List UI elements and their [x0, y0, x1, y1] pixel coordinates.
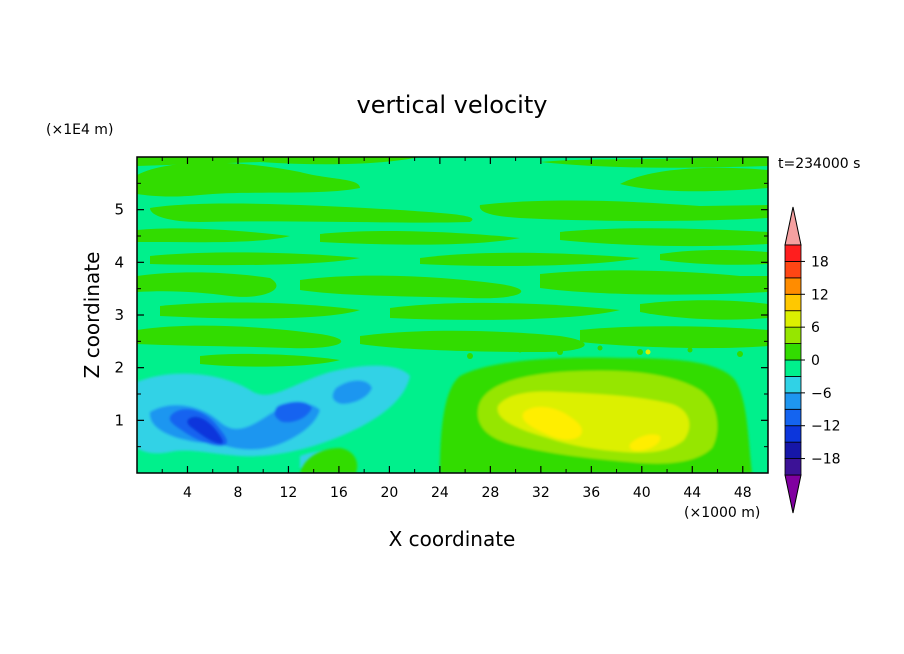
x-tick-label: 24	[431, 485, 449, 501]
colorbar-bin	[784, 244, 802, 262]
streak	[150, 203, 473, 223]
x-axis: 4 8 12 16 20 24 28 32 36 40 44 48	[161, 157, 752, 501]
x-tick-label: 20	[380, 485, 398, 501]
negative-velocity-region	[137, 365, 410, 470]
streak	[660, 250, 768, 265]
streak	[300, 275, 522, 299]
colorbar: 18 12 6 0 −6 −12 −18	[784, 206, 841, 514]
streak	[390, 302, 620, 320]
x-axis-title: X coordinate	[389, 527, 516, 551]
colorbar-tick-label: 6	[811, 320, 820, 336]
colorbar-tick-label: 18	[811, 254, 829, 270]
colorbar-bin	[784, 392, 802, 410]
streak	[137, 162, 360, 197]
y-axis: 1 2 3 4 5	[114, 182, 768, 448]
contour-plus9	[522, 406, 583, 440]
y-tick-label: 2	[114, 359, 124, 377]
streak	[320, 231, 520, 245]
x-tick-label: 4	[183, 485, 192, 501]
colorbar-bin	[784, 359, 802, 377]
speckle	[637, 349, 643, 355]
positive-velocity-region	[300, 357, 752, 473]
streak	[479, 200, 768, 221]
y-tick-label: 1	[114, 411, 124, 429]
colorbar-bin	[784, 326, 802, 344]
streak	[620, 167, 768, 192]
streak	[640, 300, 768, 320]
colorbar-underflow-triangle	[784, 474, 802, 514]
colorbar-bin	[784, 261, 802, 279]
x-tick-label: 48	[734, 485, 752, 501]
streak	[150, 252, 360, 266]
contour-minus9	[274, 401, 312, 423]
colorbar-bin	[784, 441, 802, 459]
contour-plus9	[629, 434, 661, 451]
streak	[137, 272, 277, 297]
contour-minus12	[187, 416, 223, 444]
colorbar-tick-label: 0	[811, 353, 820, 369]
speckle	[557, 349, 563, 355]
speckle	[597, 345, 603, 351]
x-tick-label: 36	[582, 485, 600, 501]
speckle	[467, 353, 473, 359]
speckle	[517, 347, 523, 353]
streak	[540, 157, 768, 168]
speckle	[427, 343, 433, 349]
streak	[560, 228, 768, 247]
contour-minus6	[332, 380, 372, 404]
streak	[360, 330, 585, 352]
chart-title: vertical velocity	[357, 91, 548, 119]
colorbar-bin	[784, 408, 802, 427]
colorbar-tick-label: −6	[811, 386, 832, 402]
x-tick-label: 40	[633, 485, 651, 501]
colorbar-tick-label: −12	[811, 419, 841, 435]
colorbar-tick-label: 12	[811, 287, 829, 303]
x-tick-label: 32	[532, 485, 550, 501]
x-tick-label: 12	[280, 485, 298, 501]
colorbar-bin	[784, 425, 802, 443]
x-tick-label: 28	[481, 485, 499, 501]
streak	[137, 325, 342, 349]
y-axis-title: Z coordinate	[80, 252, 104, 379]
speckle-fringe	[427, 343, 743, 359]
contour-plus0	[300, 448, 358, 473]
y-tick-label: 3	[114, 306, 124, 324]
colorbar-bin	[784, 293, 802, 312]
streak	[420, 252, 640, 266]
streak	[160, 302, 360, 319]
colorbar-bin	[784, 458, 802, 476]
speckle	[687, 347, 693, 353]
x-axis-unit: (×1000 m)	[684, 505, 760, 521]
speckle	[737, 351, 743, 357]
streak	[580, 326, 768, 349]
colorbar-bin	[784, 310, 802, 328]
x-tick-label: 44	[683, 485, 701, 501]
colorbar-bin	[784, 343, 802, 361]
colorbar-overflow-triangle	[784, 206, 802, 246]
streak	[200, 353, 340, 367]
time-label: t=234000 s	[778, 156, 860, 172]
y-tick-label: 4	[114, 253, 124, 271]
streak	[540, 270, 768, 295]
x-tick-label: 8	[233, 485, 242, 501]
colorbar-bin	[784, 376, 802, 394]
y-axis-unit: (×1E4 m)	[46, 122, 113, 138]
speckle-yellow	[645, 349, 651, 355]
colorbar-tick-label: −18	[811, 452, 841, 468]
colorbar-bin	[784, 277, 802, 295]
x-tick-label: 16	[330, 485, 348, 501]
streak	[137, 157, 420, 166]
streak	[137, 228, 290, 243]
positive-velocity-streaks	[137, 157, 768, 367]
y-tick-label: 5	[114, 201, 124, 219]
plot-area	[137, 157, 768, 473]
